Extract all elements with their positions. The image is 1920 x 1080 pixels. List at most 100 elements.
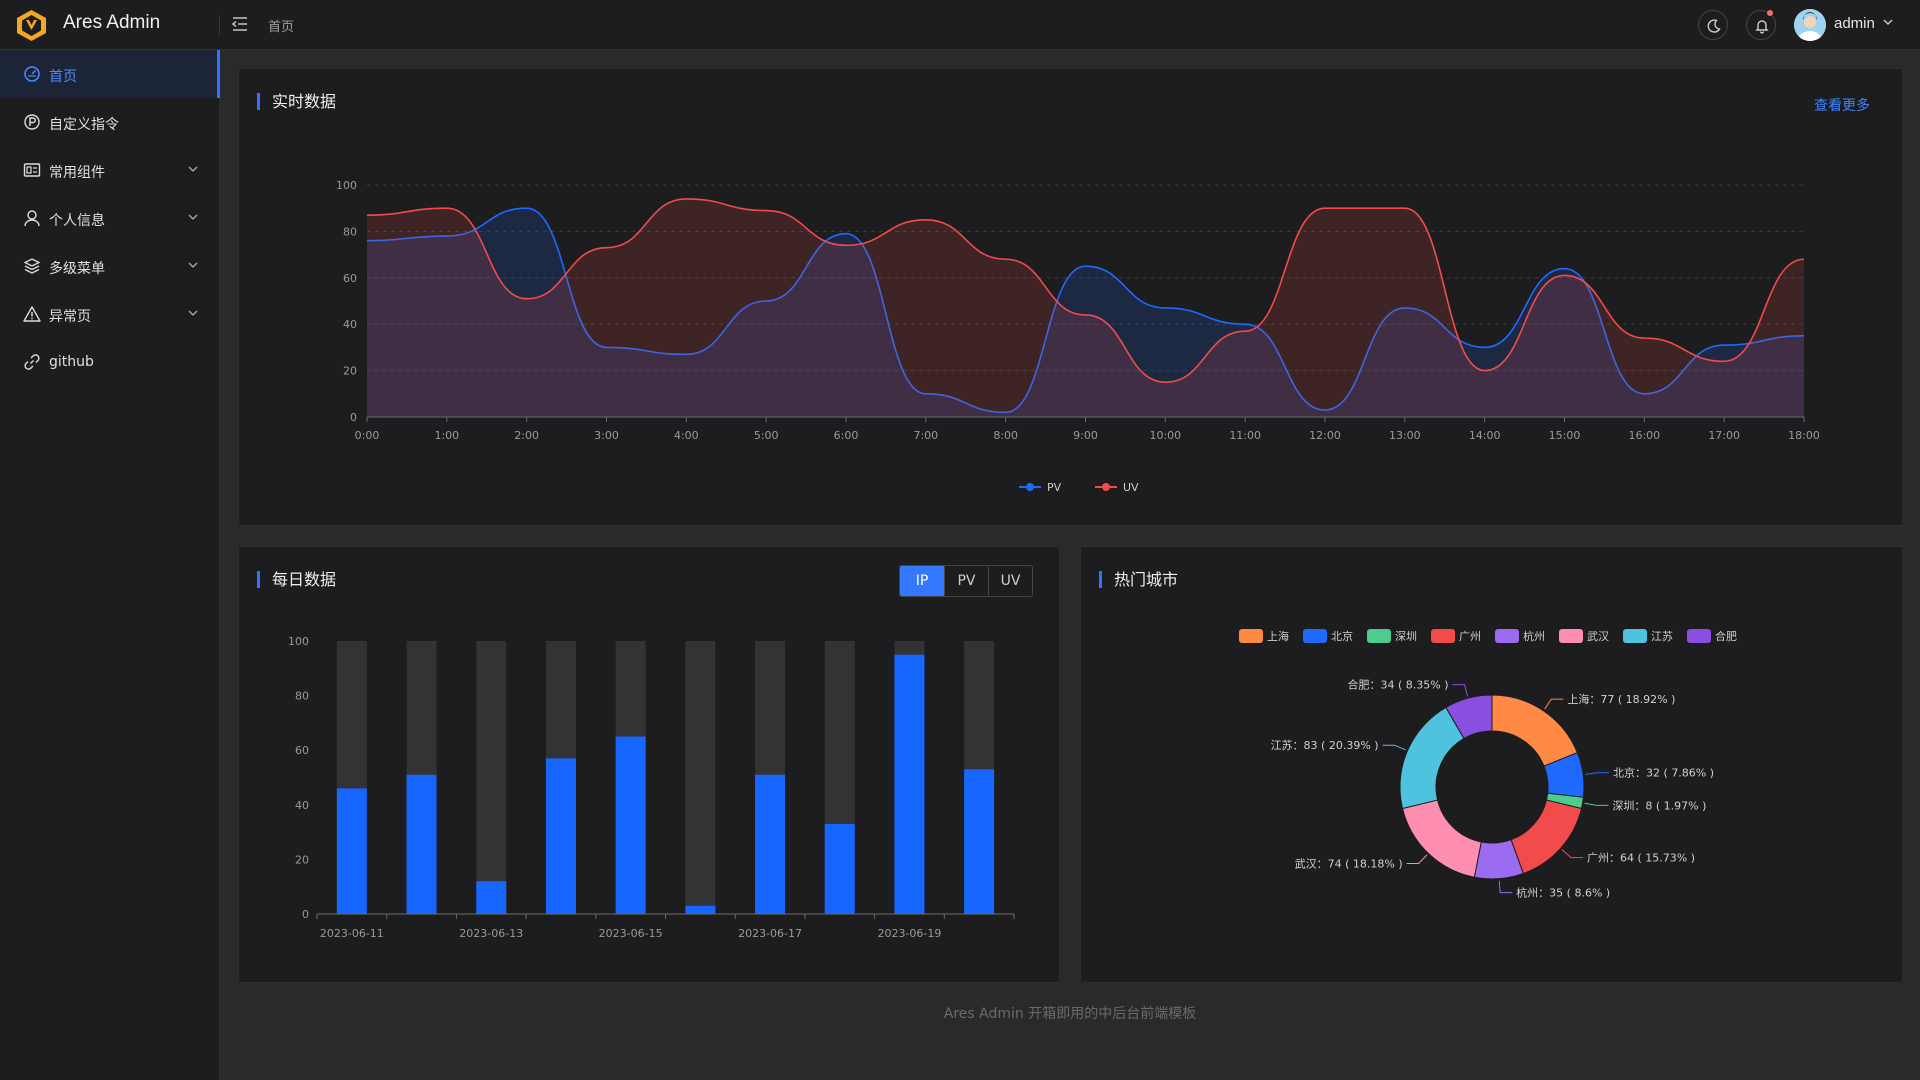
x-tick-label: 2023-06-19 bbox=[877, 927, 941, 940]
daily-bar-chart: 0 20 40 60 80 100 2023-06-11 2023-06-13 2023-06-… bbox=[288, 635, 1015, 940]
app-title: Ares Admin bbox=[63, 12, 161, 33]
legend-label: 北京 bbox=[1331, 629, 1353, 643]
x-tick-label: 2023-06-11 bbox=[320, 927, 384, 940]
label-leader-line bbox=[1561, 849, 1584, 859]
daily-metric-toggle: IP PV UV bbox=[899, 565, 1033, 597]
y-tick-label: 100 bbox=[288, 635, 309, 648]
legend-label: 江苏 bbox=[1651, 630, 1673, 643]
sidebar-item-exception[interactable]: 异常页 bbox=[0, 290, 220, 338]
moon-icon bbox=[1707, 19, 1721, 33]
warning-icon bbox=[23, 306, 41, 322]
legend-item: 上海 bbox=[1239, 629, 1289, 643]
legend-item: 江苏 bbox=[1623, 629, 1673, 643]
sidebar-item-label: github bbox=[49, 354, 94, 370]
label-leader-line bbox=[1406, 854, 1428, 865]
tab-uv[interactable]: UV bbox=[988, 566, 1032, 596]
bar bbox=[964, 769, 995, 914]
realtime-line-chart: 0 20 40 60 80 100 0:00 1:00 2:00 3:00 4:00 5:00 6:00… bbox=[336, 179, 1820, 494]
legend-item: 广州 bbox=[1431, 629, 1481, 643]
legend-label: 合肥 bbox=[1715, 629, 1737, 643]
notification-dot bbox=[1767, 10, 1773, 16]
slice-label: 合肥：34 ( 8.35% ) bbox=[1347, 678, 1448, 692]
legend-item: 北京 bbox=[1303, 629, 1353, 643]
area-uv bbox=[367, 198, 1804, 417]
slice-label: 武汉：74 ( 18.18% ) bbox=[1295, 858, 1403, 871]
sidebar-item-directive[interactable]: 自定义指令 bbox=[0, 98, 220, 146]
sidebar: 首页 自定义指令 常用组件 个人信息 多级菜单 bbox=[0, 50, 220, 1080]
sidebar-item-profile[interactable]: 个人信息 bbox=[0, 194, 220, 242]
sidebar-item-label: 多级菜单 bbox=[49, 261, 105, 277]
chevron-down-icon[interactable] bbox=[1883, 18, 1893, 26]
x-tick-label: 16:00 bbox=[1628, 429, 1660, 442]
x-tick-label: 1:00 bbox=[434, 429, 459, 442]
chevron-down-icon bbox=[188, 310, 198, 316]
chevron-down-icon bbox=[188, 262, 198, 268]
x-tick-label: 9:00 bbox=[1073, 429, 1098, 442]
sidebar-item-label: 常用组件 bbox=[49, 165, 105, 181]
legend-item-pv: PV bbox=[1019, 481, 1062, 494]
view-more-link[interactable]: 查看更多 bbox=[1814, 98, 1870, 114]
dashboard-icon bbox=[24, 66, 40, 82]
sidebar-item-label: 异常页 bbox=[49, 309, 91, 325]
bar bbox=[894, 654, 925, 914]
legend-item: 杭州 bbox=[1495, 629, 1545, 643]
x-tick-label: 14:00 bbox=[1469, 429, 1501, 442]
components-icon bbox=[23, 163, 41, 177]
theme-toggle-button[interactable] bbox=[1698, 10, 1728, 40]
y-tick-label: 80 bbox=[343, 225, 357, 238]
breadcrumb[interactable]: 首页 bbox=[268, 20, 295, 35]
sidebar-item-github[interactable]: github bbox=[0, 338, 220, 386]
pie-slice bbox=[1401, 799, 1482, 878]
legend-label: 杭州 bbox=[1523, 629, 1545, 643]
tab-ip[interactable]: IP bbox=[900, 566, 944, 596]
x-tick-label: 0:00 bbox=[355, 429, 380, 442]
pie-slice bbox=[1510, 799, 1583, 875]
x-tick-label: 10:00 bbox=[1149, 429, 1181, 442]
sidebar-item-multilevel[interactable]: 多级菜单 bbox=[0, 242, 220, 290]
sidebar-item-label: 自定义指令 bbox=[49, 117, 119, 133]
sidebar-item-components[interactable]: 常用组件 bbox=[0, 146, 220, 194]
legend-swatch bbox=[1239, 629, 1263, 643]
slice-label: 深圳：8 ( 1.97% ) bbox=[1612, 799, 1706, 812]
chevron-down-icon bbox=[188, 214, 198, 220]
legend-item: 武汉 bbox=[1559, 629, 1609, 643]
bar-background bbox=[685, 641, 716, 914]
y-tick-label: 20 bbox=[343, 365, 357, 378]
legend-swatch bbox=[1431, 629, 1455, 643]
series-line-uv bbox=[366, 198, 1805, 384]
x-tick-label: 13:00 bbox=[1389, 429, 1421, 442]
layers-icon bbox=[23, 258, 41, 274]
legend-label: PV bbox=[1047, 481, 1062, 494]
directive-icon bbox=[24, 114, 40, 130]
y-tick-label: 0 bbox=[350, 411, 357, 424]
notification-button[interactable] bbox=[1746, 10, 1776, 40]
footer-text: Ares Admin 开箱即用的中后台前端模板 bbox=[943, 1006, 1197, 1022]
y-tick-label: 100 bbox=[336, 179, 357, 192]
bar bbox=[824, 823, 855, 914]
cities-card: 热门城市 上海 北京 深圳 广州 杭州 武汉 江苏 合肥 上海：77 ( 18.92% ) 北京：… bbox=[1080, 546, 1903, 983]
y-tick-label: 40 bbox=[295, 799, 309, 812]
tab-pv[interactable]: PV bbox=[944, 566, 988, 596]
avatar[interactable] bbox=[1794, 9, 1826, 41]
x-tick-label: 11:00 bbox=[1229, 429, 1261, 442]
legend-item-uv: UV bbox=[1095, 481, 1139, 494]
slice-label: 北京：32 ( 7.86% ) bbox=[1613, 766, 1714, 780]
app-logo[interactable] bbox=[15, 9, 48, 42]
legend-item: 合肥 bbox=[1687, 629, 1737, 643]
menu-fold-icon[interactable] bbox=[230, 14, 250, 34]
bar bbox=[476, 881, 507, 914]
user-name[interactable]: admin bbox=[1834, 15, 1875, 32]
pie-slice bbox=[1491, 694, 1579, 767]
x-tick-label: 2023-06-15 bbox=[599, 927, 663, 940]
y-tick-label: 40 bbox=[343, 318, 357, 331]
legend-swatch bbox=[1303, 629, 1327, 643]
top-header: Ares Admin 首页 admin bbox=[0, 0, 1920, 50]
x-tick-label: 15:00 bbox=[1549, 429, 1581, 442]
x-tick-label: 17:00 bbox=[1708, 429, 1740, 442]
sidebar-item-label: 首页 bbox=[49, 69, 77, 85]
daily-title: 每日数据 bbox=[257, 571, 336, 588]
legend-label: 广州 bbox=[1459, 630, 1481, 643]
header-divider bbox=[219, 15, 220, 35]
sidebar-item-home[interactable]: 首页 bbox=[0, 50, 220, 98]
